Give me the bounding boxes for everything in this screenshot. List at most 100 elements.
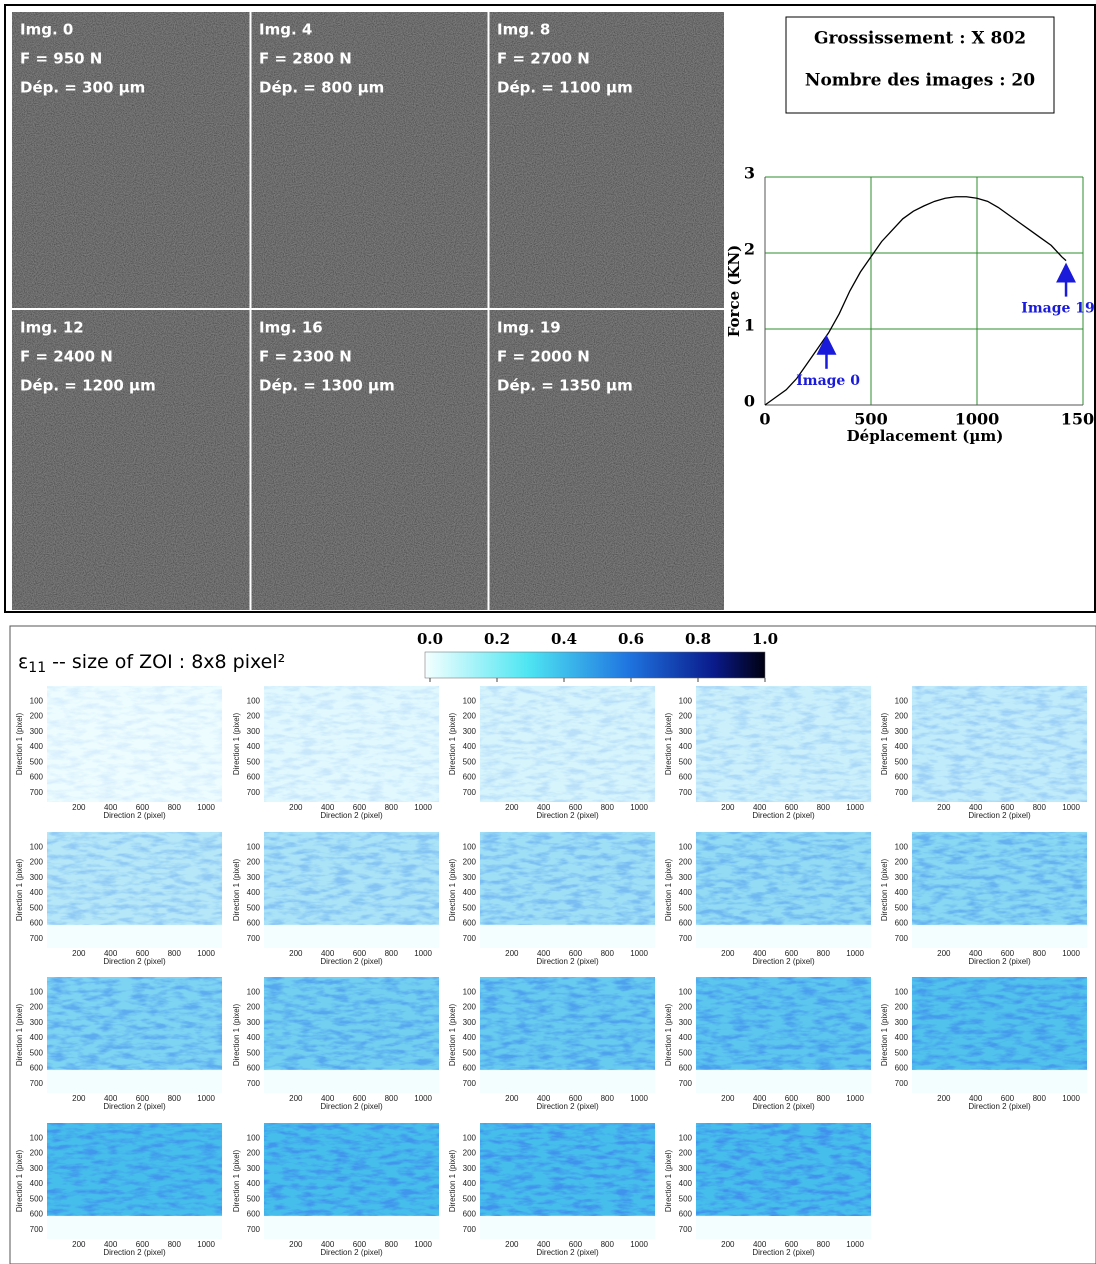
map-y-tick-label: 500 <box>895 903 909 912</box>
displacement-label: Dép. = 1350 µm <box>497 377 633 395</box>
map-x-tick-label: 800 <box>817 1094 831 1103</box>
map-y-tick-label: 500 <box>247 757 261 766</box>
map-x-tick-label: 400 <box>321 949 335 958</box>
map-x-tick-label: 400 <box>537 1240 551 1249</box>
strain-texture <box>912 977 1087 1070</box>
map-y-tick-label: 300 <box>463 1018 477 1027</box>
map-y-tick-label: 200 <box>463 1003 477 1012</box>
map-x-tick-label: 200 <box>937 1094 951 1103</box>
map-x-tick-label: 1000 <box>197 1094 215 1103</box>
map-y-tick-label: 200 <box>679 858 693 867</box>
map-y-tick-label: 400 <box>463 1179 477 1188</box>
map-y-tick-label: 700 <box>463 1079 477 1088</box>
map-y-tick-label: 500 <box>463 903 477 912</box>
map-x-tick-label: 600 <box>785 1240 799 1249</box>
map-x-tick-label: 400 <box>104 803 118 812</box>
map-x-tick-label: 1000 <box>630 1240 648 1249</box>
map-y-tick-label: 500 <box>30 1048 44 1057</box>
strain-texture <box>696 686 871 802</box>
y-tick-label: 1 <box>744 316 755 335</box>
map-x-tick-label: 200 <box>721 949 735 958</box>
map-x-tick-label: 800 <box>1033 949 1047 958</box>
map-x-label: Direction 2 (pixel) <box>320 811 383 820</box>
map-x-tick-label: 200 <box>937 803 951 812</box>
map-y-tick-label: 100 <box>463 987 477 996</box>
strain-texture <box>480 977 655 1070</box>
map-y-tick-label: 600 <box>679 919 693 928</box>
map-y-tick-label: 700 <box>30 1225 44 1234</box>
map-y-tick-label: 300 <box>895 1018 909 1027</box>
map-x-tick-label: 1000 <box>1062 949 1080 958</box>
image-label: Img. 19 <box>497 319 561 337</box>
map-y-label: Direction 1 (pixel) <box>664 859 673 922</box>
title-text: -- size of ZOI : 8x8 pixel² <box>46 651 285 673</box>
map-y-tick-label: 700 <box>895 934 909 943</box>
map-y-tick-label: 600 <box>463 919 477 928</box>
map-x-tick-label: 800 <box>601 803 615 812</box>
map-x-tick-label: 1000 <box>197 803 215 812</box>
map-x-tick-label: 1000 <box>1062 1094 1080 1103</box>
colorbar-tick-label: 0.6 <box>618 630 644 648</box>
map-y-tick-label: 400 <box>30 742 44 751</box>
map-y-tick-label: 400 <box>679 888 693 897</box>
map-y-tick-label: 100 <box>30 987 44 996</box>
map-y-label: Direction 1 (pixel) <box>664 713 673 776</box>
image-count: Nombre des images : 20 <box>805 71 1035 91</box>
map-x-tick-label: 600 <box>785 1094 799 1103</box>
map-x-tick-label: 200 <box>505 949 519 958</box>
map-y-tick-label: 600 <box>247 1210 261 1219</box>
strain-texture <box>912 832 1087 925</box>
map-y-tick-label: 300 <box>895 727 909 736</box>
map-y-tick-label: 600 <box>463 1064 477 1073</box>
annotation: Image 0 <box>796 373 860 389</box>
map-y-tick-label: 600 <box>30 773 44 782</box>
map-y-label: Direction 1 (pixel) <box>232 859 241 922</box>
map-y-tick-label: 400 <box>30 888 44 897</box>
map-x-tick-label: 600 <box>1001 1094 1015 1103</box>
map-y-tick-label: 300 <box>679 1164 693 1173</box>
map-y-tick-label: 600 <box>247 919 261 928</box>
map-x-tick-label: 600 <box>569 1094 583 1103</box>
strain-title: ε11 -- size of ZOI : 8x8 pixel² <box>18 651 285 677</box>
map-y-tick-label: 200 <box>247 1003 261 1012</box>
y-tick-label: 2 <box>744 240 755 259</box>
map-x-tick-label: 600 <box>136 949 150 958</box>
map-y-tick-label: 300 <box>247 1018 261 1027</box>
map-x-tick-label: 1000 <box>846 949 864 958</box>
map-y-tick-label: 700 <box>30 934 44 943</box>
map-x-tick-label: 200 <box>72 949 86 958</box>
map-x-tick-label: 1000 <box>630 949 648 958</box>
map-x-tick-label: 600 <box>569 1240 583 1249</box>
map-y-tick-label: 700 <box>247 1225 261 1234</box>
sem-texture <box>12 310 250 610</box>
map-x-tick-label: 1000 <box>414 803 432 812</box>
map-y-tick-label: 400 <box>247 888 261 897</box>
map-x-tick-label: 600 <box>353 1094 367 1103</box>
map-y-tick-label: 600 <box>30 1210 44 1219</box>
map-y-tick-label: 500 <box>679 1194 693 1203</box>
map-x-tick-label: 400 <box>537 949 551 958</box>
map-y-label: Direction 1 (pixel) <box>15 859 24 922</box>
map-x-tick-label: 1000 <box>1062 803 1080 812</box>
colorbar-tick-label: 0.4 <box>551 630 577 648</box>
map-x-tick-label: 1000 <box>846 1094 864 1103</box>
map-y-tick-label: 400 <box>30 1179 44 1188</box>
map-y-label: Direction 1 (pixel) <box>880 1004 889 1067</box>
colorbar <box>424 651 766 679</box>
map-x-tick-label: 1000 <box>197 1240 215 1249</box>
map-x-tick-label: 1000 <box>197 949 215 958</box>
map-x-tick-label: 600 <box>353 949 367 958</box>
map-y-label: Direction 1 (pixel) <box>880 859 889 922</box>
map-x-tick-label: 800 <box>168 1240 182 1249</box>
map-y-tick-label: 400 <box>679 1179 693 1188</box>
colorbar-tick-label: 0.8 <box>685 630 711 648</box>
x-axis-label: Déplacement (µm) <box>847 427 1004 445</box>
map-x-tick-label: 800 <box>817 803 831 812</box>
map-y-tick-label: 500 <box>30 757 44 766</box>
map-y-tick-label: 300 <box>463 727 477 736</box>
map-x-tick-label: 600 <box>1001 803 1015 812</box>
map-x-tick-label: 1000 <box>414 1094 432 1103</box>
map-y-tick-label: 200 <box>895 712 909 721</box>
